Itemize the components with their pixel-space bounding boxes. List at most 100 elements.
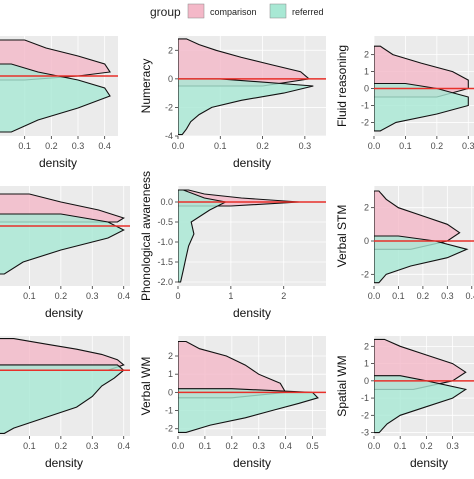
y-tick-label: -2 <box>361 269 369 279</box>
density-areas <box>178 340 319 433</box>
x-tick-label: 0.2 <box>226 441 239 451</box>
y-axis-title: Verbal WM <box>139 357 153 416</box>
y-tick-label: -2 <box>361 410 369 420</box>
x-tick-label: 0.1 <box>23 291 36 301</box>
x-tick-label: 0.0 <box>172 141 185 151</box>
y-tick-label: 0 <box>168 74 173 84</box>
x-tick-label: 2 <box>281 291 286 301</box>
y-tick-label: -2 <box>361 117 369 127</box>
x-tick-label: 0.4 <box>279 441 292 451</box>
legend-key-referred <box>269 3 287 19</box>
x-tick-label: 0.3 <box>86 441 99 451</box>
x-tick-label: 0.1 <box>214 141 227 151</box>
x-axis-title: density <box>233 456 271 470</box>
x-tick-label: 0.1 <box>23 441 36 451</box>
x-axis-title: density <box>233 306 271 320</box>
y-tick-label: -1.5 <box>157 257 173 267</box>
x-tick-label: 0.3 <box>462 141 474 151</box>
x-tick-label: 0.2 <box>45 141 58 151</box>
y-tick-label: -4 <box>165 131 173 141</box>
panel-4: 0.1 0.2 0.3 0.4 density <box>0 186 130 320</box>
density-areas <box>374 190 469 284</box>
panel-5: 0 1 2 0.0 -0.5 -1.0 -1.5 -2.0 density Phonologica… <box>139 171 326 320</box>
legend-label-referred: referred <box>292 7 324 17</box>
density-areas <box>374 45 469 132</box>
x-tick-label: 0.1 <box>394 441 407 451</box>
y-tick-label: 1 <box>364 67 369 77</box>
density-areas <box>0 193 125 275</box>
density-areas <box>374 338 468 434</box>
x-tick-label: 0 <box>175 291 180 301</box>
y-tick-label: 2 <box>364 341 369 351</box>
density-area-referred <box>178 388 319 433</box>
x-tick-label: 0.3 <box>446 441 459 451</box>
x-tick-label: 0.2 <box>256 141 269 151</box>
y-tick-label: -1 <box>165 406 173 416</box>
density-areas <box>0 338 125 434</box>
x-tick-label: 0.2 <box>55 441 68 451</box>
y-tick-label: 1 <box>364 359 369 369</box>
density-area-referred <box>374 235 469 284</box>
y-axis-title: Spatial WM <box>335 355 349 416</box>
x-tick-label: 0.1 <box>392 291 405 301</box>
y-tick-label: 0 <box>364 84 369 94</box>
x-tick-label: 0.4 <box>117 441 130 451</box>
y-tick-label: 1 <box>168 369 173 379</box>
x-tick-label: 0.4 <box>117 291 130 301</box>
y-tick-label: -0.5 <box>157 217 173 227</box>
x-tick-label: 0.0 <box>368 141 381 151</box>
y-axis-title: Verbal STM <box>335 205 349 268</box>
x-tick-label: 0.3 <box>86 291 99 301</box>
y-tick-label: -2 <box>165 424 173 434</box>
y-tick-label: 0 <box>364 376 369 386</box>
panel-6: 0.0 0.1 0.2 0.3 0.4 2 0 -2 Verbal STM <box>335 186 474 301</box>
x-tick-label: 0.3 <box>252 441 265 451</box>
y-tick-label: -1 <box>361 393 369 403</box>
y-tick-label: 0 <box>168 387 173 397</box>
x-tick-label: 0.4 <box>466 291 474 301</box>
legend-label-comparison: comparison <box>210 7 257 17</box>
y-tick-label: 2 <box>364 50 369 60</box>
x-tick-label: 1 <box>228 291 233 301</box>
panel-7: 0.1 0.2 0.3 0.4 density <box>0 336 130 470</box>
x-tick-label: 0.0 <box>368 291 381 301</box>
y-tick-label: 2 <box>168 351 173 361</box>
density-areas <box>178 38 314 136</box>
panel-3: 0.0 0.1 0.2 0.3 2 1 0 -1 -2 Fluid reasoning <box>335 36 474 151</box>
x-tick-label: 0.2 <box>417 291 430 301</box>
x-tick-label: 0.3 <box>441 291 454 301</box>
density-area-referred <box>0 364 125 434</box>
density-area-referred <box>178 78 314 136</box>
y-tick-label: -1.0 <box>157 237 173 247</box>
x-tick-label: 0.1 <box>18 141 31 151</box>
x-tick-label: 0.1 <box>199 441 212 451</box>
y-tick-label: -2 <box>165 102 173 112</box>
y-tick-label: 0.0 <box>160 197 173 207</box>
y-tick-label: 0 <box>364 236 369 246</box>
y-tick-label: -2.0 <box>157 277 173 287</box>
x-tick-label: 0.0 <box>172 441 185 451</box>
x-axis-title: density <box>45 306 83 320</box>
x-tick-label: 0.3 <box>299 141 312 151</box>
density-area-referred <box>0 63 111 133</box>
x-tick-label: 0.1 <box>399 141 412 151</box>
y-tick-label: 2 <box>364 203 369 213</box>
y-axis-title: Fluid reasoning <box>335 45 349 127</box>
x-tick-label: 0.2 <box>431 141 444 151</box>
density-area-referred <box>0 213 125 275</box>
y-axis-title: Numeracy <box>139 59 153 114</box>
panel-8: 0.0 0.1 0.2 0.3 0.4 0.5 2 1 0 -1 -2 density Verbal W… <box>139 336 326 470</box>
legend-title: group <box>150 5 181 19</box>
y-axis-title: Phonological awareness <box>139 171 153 301</box>
x-axis-title: density <box>39 156 77 170</box>
panel-9: 0.0 0.1 0.2 0.3 2 1 0 -1 -2 -3 density Spatial WM <box>335 336 474 470</box>
panel-2: 0.0 0.1 0.2 0.3 2 0 -2 -4 density Numeracy <box>139 36 326 170</box>
x-tick-label: 0.0 <box>368 441 381 451</box>
panel-1: 0.1 0.2 0.3 0.4 density <box>0 36 118 170</box>
density-area-referred <box>374 375 468 434</box>
x-tick-label: 0.2 <box>55 291 68 301</box>
x-tick-label: 0.5 <box>306 441 319 451</box>
legend: group comparison referred <box>150 3 324 19</box>
density-area-referred <box>178 189 228 283</box>
